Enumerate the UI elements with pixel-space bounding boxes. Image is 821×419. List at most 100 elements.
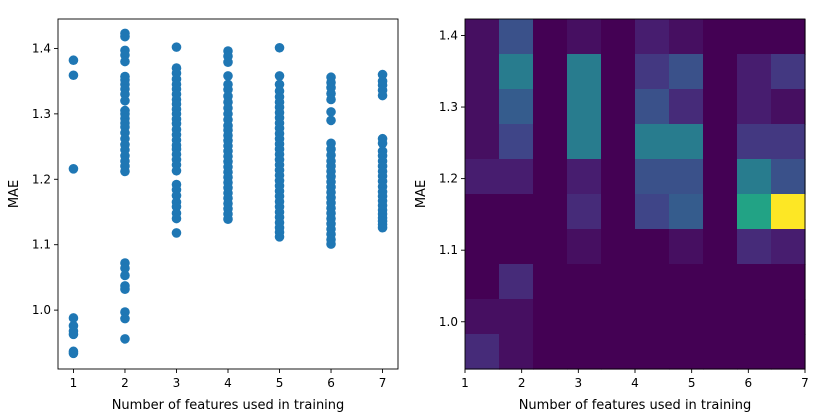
heatmap-cell bbox=[567, 194, 602, 230]
heatmap-cell bbox=[737, 229, 772, 265]
heatmap-cell bbox=[465, 264, 500, 300]
scatter-point bbox=[274, 42, 285, 53]
x-tick-label: 3 bbox=[173, 376, 181, 390]
heatmap-cell bbox=[567, 334, 602, 370]
heatmap-cell bbox=[635, 299, 670, 335]
heatmap-cell bbox=[737, 124, 772, 160]
heatmap-cell bbox=[771, 159, 806, 195]
heatmap-cell bbox=[635, 159, 670, 195]
y-tick-label: 1.2 bbox=[439, 172, 458, 186]
heatmap-cell bbox=[771, 264, 806, 300]
heatmap-x-axis: 1 2 3 4 5 6 7 bbox=[461, 369, 809, 390]
x-tick-label: 4 bbox=[631, 376, 639, 390]
heatmap-cell bbox=[635, 54, 670, 90]
heatmap-cell bbox=[669, 124, 704, 160]
heatmap-cell bbox=[465, 159, 500, 195]
heatmap-cell bbox=[737, 299, 772, 335]
y-tick-label: 1.1 bbox=[32, 238, 51, 252]
scatter-point bbox=[120, 270, 130, 281]
heatmap-cell bbox=[499, 264, 534, 300]
heatmap-cell bbox=[669, 159, 704, 195]
scatter-point bbox=[326, 94, 336, 105]
x-tick-label: 5 bbox=[276, 376, 284, 390]
scatter-point bbox=[68, 55, 79, 66]
scatter-point bbox=[171, 228, 182, 238]
heatmap-cell bbox=[669, 194, 704, 230]
scatter-x-label: Number of features used in training bbox=[112, 398, 345, 413]
scatter-point bbox=[68, 329, 79, 340]
heatmap-cell bbox=[703, 299, 738, 335]
heatmap-cell bbox=[703, 19, 738, 55]
heatmap-cell bbox=[465, 124, 500, 160]
heatmap-cell bbox=[499, 159, 534, 195]
scatter-point bbox=[326, 115, 336, 126]
y-tick-label: 1.2 bbox=[32, 172, 51, 186]
heatmap-cell bbox=[533, 334, 568, 370]
heatmap-cell bbox=[771, 54, 806, 90]
scatter-point bbox=[120, 313, 130, 324]
x-tick-label: 5 bbox=[688, 376, 696, 390]
scatter-point bbox=[274, 232, 285, 242]
heatmap-cell bbox=[669, 89, 704, 125]
scatter-point bbox=[223, 214, 233, 224]
x-tick-label: 2 bbox=[121, 376, 129, 390]
heatmap-cell bbox=[567, 19, 602, 55]
heatmap-cell bbox=[533, 159, 568, 195]
scatter-point bbox=[377, 138, 388, 149]
heatmap-cell bbox=[567, 89, 602, 125]
heatmap-cell bbox=[635, 124, 670, 160]
heatmap-cell bbox=[465, 229, 500, 265]
heatmap-cell bbox=[533, 229, 568, 265]
heatmap-cell bbox=[601, 19, 636, 55]
scatter-x-axis: 1 2 3 4 5 6 7 bbox=[70, 369, 386, 390]
scatter-panel: 1 2 3 4 5 6 7 1.0 1.1 1.2 1.3 1.4 Number of featur… bbox=[7, 18, 399, 413]
heatmap-cell bbox=[465, 19, 500, 55]
heatmap-cell bbox=[771, 194, 806, 230]
heatmap-cell bbox=[737, 19, 772, 55]
heatmap-cell bbox=[703, 229, 738, 265]
heatmap-cell bbox=[567, 299, 602, 335]
heatmap-cell bbox=[533, 89, 568, 125]
scatter-point bbox=[120, 56, 130, 67]
scatter-point bbox=[274, 71, 285, 81]
heatmap-cell bbox=[499, 54, 534, 90]
heatmap-cell bbox=[465, 54, 500, 90]
heatmap-cell bbox=[703, 194, 738, 230]
heatmap-cell bbox=[737, 54, 772, 90]
heatmap-cell bbox=[703, 54, 738, 90]
heatmap-cell bbox=[533, 124, 568, 160]
heatmap-cell bbox=[635, 264, 670, 300]
heatmap-cell bbox=[601, 124, 636, 160]
heatmap-cell bbox=[703, 334, 738, 370]
scatter-point bbox=[120, 334, 130, 344]
heatmap-cell bbox=[669, 299, 704, 335]
scatter-point bbox=[68, 70, 79, 81]
scatter-point bbox=[120, 166, 130, 177]
y-tick-label: 1.0 bbox=[439, 315, 458, 329]
heatmap-cell bbox=[669, 19, 704, 55]
heatmap-cell bbox=[465, 89, 500, 125]
scatter-point bbox=[326, 107, 336, 117]
heatmap-cell bbox=[703, 264, 738, 300]
heatmap-cell bbox=[465, 299, 500, 335]
heatmap-cell bbox=[499, 19, 534, 55]
heatmap-cell bbox=[703, 124, 738, 160]
scatter-point bbox=[68, 348, 79, 359]
scatter-point bbox=[223, 57, 233, 67]
heatmap-cell bbox=[601, 194, 636, 230]
y-tick-label: 1.1 bbox=[439, 243, 458, 257]
heatmap-cell bbox=[771, 299, 806, 335]
heatmap-cell bbox=[737, 334, 772, 370]
heatmap-y-axis: 1.0 1.1 1.2 1.3 1.4 bbox=[439, 28, 465, 329]
heatmap-cell bbox=[499, 194, 534, 230]
heatmap-panel: 1 2 3 4 5 6 7 1.0 1.1 1.2 1.3 1.4 Number of featur… bbox=[414, 18, 809, 413]
heatmap-cell bbox=[601, 334, 636, 370]
y-tick-label: 1.3 bbox=[439, 100, 458, 114]
heatmap-cell bbox=[499, 229, 534, 265]
heatmap-cell bbox=[703, 159, 738, 195]
heatmap-cell bbox=[737, 159, 772, 195]
heatmap-cell bbox=[635, 89, 670, 125]
heatmap-cell bbox=[601, 264, 636, 300]
scatter-y-axis: 1.0 1.1 1.2 1.3 1.4 bbox=[32, 41, 58, 317]
